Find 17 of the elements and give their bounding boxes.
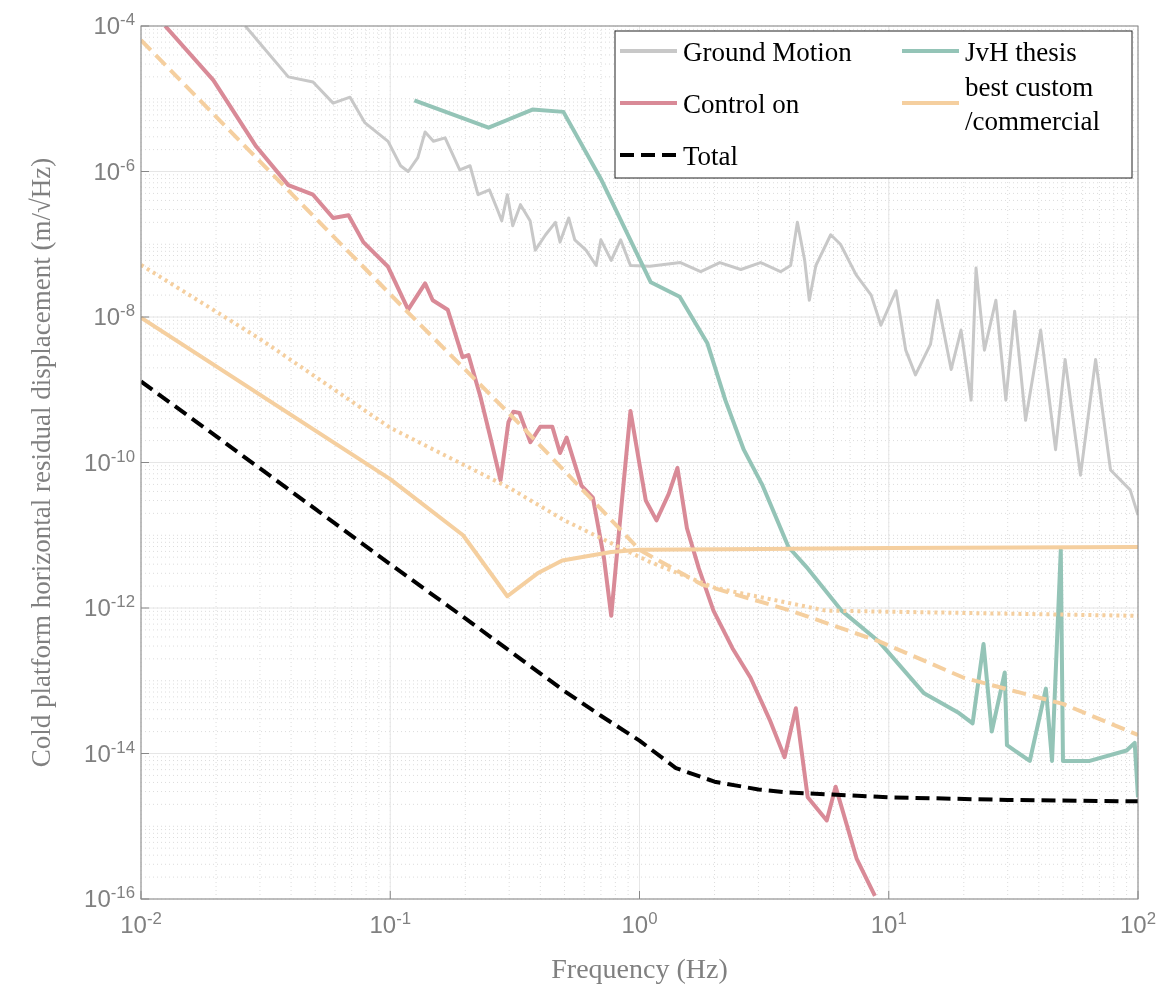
legend-label: JvH thesis xyxy=(965,37,1077,67)
y-tick-label: 10$^{-12}$ xyxy=(84,591,135,621)
legend-label: Total xyxy=(683,141,739,171)
x-tick-label: 10$^{2}$ xyxy=(1119,908,1157,938)
y-tick-label: 10$^{-14}$ xyxy=(84,737,135,767)
y-axis-title: Cold platform horizontal residual displacement (m/√Hz) xyxy=(26,157,56,768)
x-tick-label: 10$^{1}$ xyxy=(870,908,907,938)
legend-label: best custom /commercial xyxy=(965,72,1100,136)
x-axis-title: Frequency (Hz) xyxy=(551,953,728,984)
y-tick-label: 10$^{-10}$ xyxy=(84,446,135,476)
legend-label: Ground Motion xyxy=(683,37,853,67)
x-tick-label: 10$^{0}$ xyxy=(621,908,658,938)
y-tick-label: 10$^{-4}$ xyxy=(93,9,135,39)
y-tick-label: 10$^{-6}$ xyxy=(93,155,135,185)
x-tick-label: 10$^{-1}$ xyxy=(369,908,412,938)
y-tick-label: 10$^{-8}$ xyxy=(93,300,135,330)
legend-label: Control on xyxy=(683,89,800,119)
